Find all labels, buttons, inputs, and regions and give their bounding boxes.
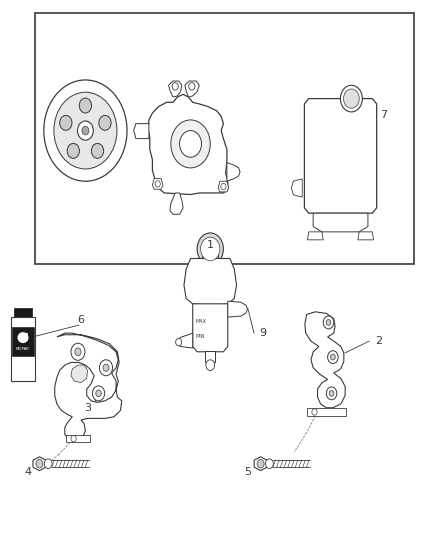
Polygon shape [152,179,163,189]
Circle shape [331,354,335,360]
Circle shape [343,89,359,108]
Bar [307,408,346,416]
Circle shape [326,387,337,400]
Text: MIN: MIN [196,334,205,339]
Circle shape [44,80,127,181]
Circle shape [96,390,101,397]
Bar [11,317,35,381]
Polygon shape [33,457,46,471]
Polygon shape [307,232,323,240]
Polygon shape [71,365,88,383]
Circle shape [99,115,111,130]
Polygon shape [227,163,240,181]
Circle shape [75,348,81,356]
Polygon shape [358,232,374,240]
Circle shape [206,360,215,370]
Circle shape [326,320,331,325]
Circle shape [92,386,105,401]
Text: MAX: MAX [195,319,206,324]
Circle shape [99,360,113,376]
Circle shape [71,343,85,360]
Polygon shape [185,81,199,97]
Circle shape [54,92,117,169]
Polygon shape [291,179,302,197]
Text: 5: 5 [244,467,251,477]
Polygon shape [55,333,122,441]
Polygon shape [254,457,267,471]
Circle shape [221,183,226,190]
Polygon shape [228,301,247,317]
Circle shape [201,237,220,261]
Circle shape [67,143,79,158]
Circle shape [92,143,104,158]
Text: 7: 7 [380,110,387,119]
Polygon shape [305,312,345,408]
Circle shape [257,459,264,468]
Bar [35,13,414,264]
Circle shape [171,120,210,168]
Circle shape [180,131,201,157]
Polygon shape [169,81,182,97]
Bar [14,308,32,317]
Polygon shape [148,94,228,195]
Circle shape [82,126,89,135]
Text: 1: 1 [207,240,214,250]
Text: 2: 2 [375,336,382,346]
Polygon shape [184,259,237,305]
Polygon shape [193,304,228,352]
Circle shape [60,115,72,130]
Circle shape [197,233,223,265]
Circle shape [328,351,338,364]
Circle shape [36,459,43,468]
Bar [66,435,90,442]
Circle shape [323,316,334,329]
Circle shape [189,83,195,90]
Circle shape [340,85,362,112]
Circle shape [155,181,160,187]
Circle shape [103,364,109,372]
Circle shape [176,338,182,346]
Bar [12,327,34,356]
Circle shape [78,121,93,140]
Bar [202,248,218,259]
Text: 6: 6 [78,315,85,325]
Circle shape [79,98,92,113]
Circle shape [172,83,178,90]
Text: 4: 4 [25,467,32,477]
Polygon shape [177,333,193,348]
Circle shape [265,459,273,469]
Circle shape [71,435,76,442]
Text: M: M [18,333,28,343]
Polygon shape [134,124,149,139]
Circle shape [312,409,317,415]
Polygon shape [218,181,229,192]
Circle shape [329,391,334,396]
Circle shape [44,459,52,469]
Text: 3: 3 [84,403,91,413]
Polygon shape [313,213,368,232]
Text: MOPAR: MOPAR [16,347,30,351]
Bar [205,351,215,362]
Polygon shape [170,193,183,214]
Polygon shape [304,99,377,213]
Text: 9: 9 [259,328,266,338]
